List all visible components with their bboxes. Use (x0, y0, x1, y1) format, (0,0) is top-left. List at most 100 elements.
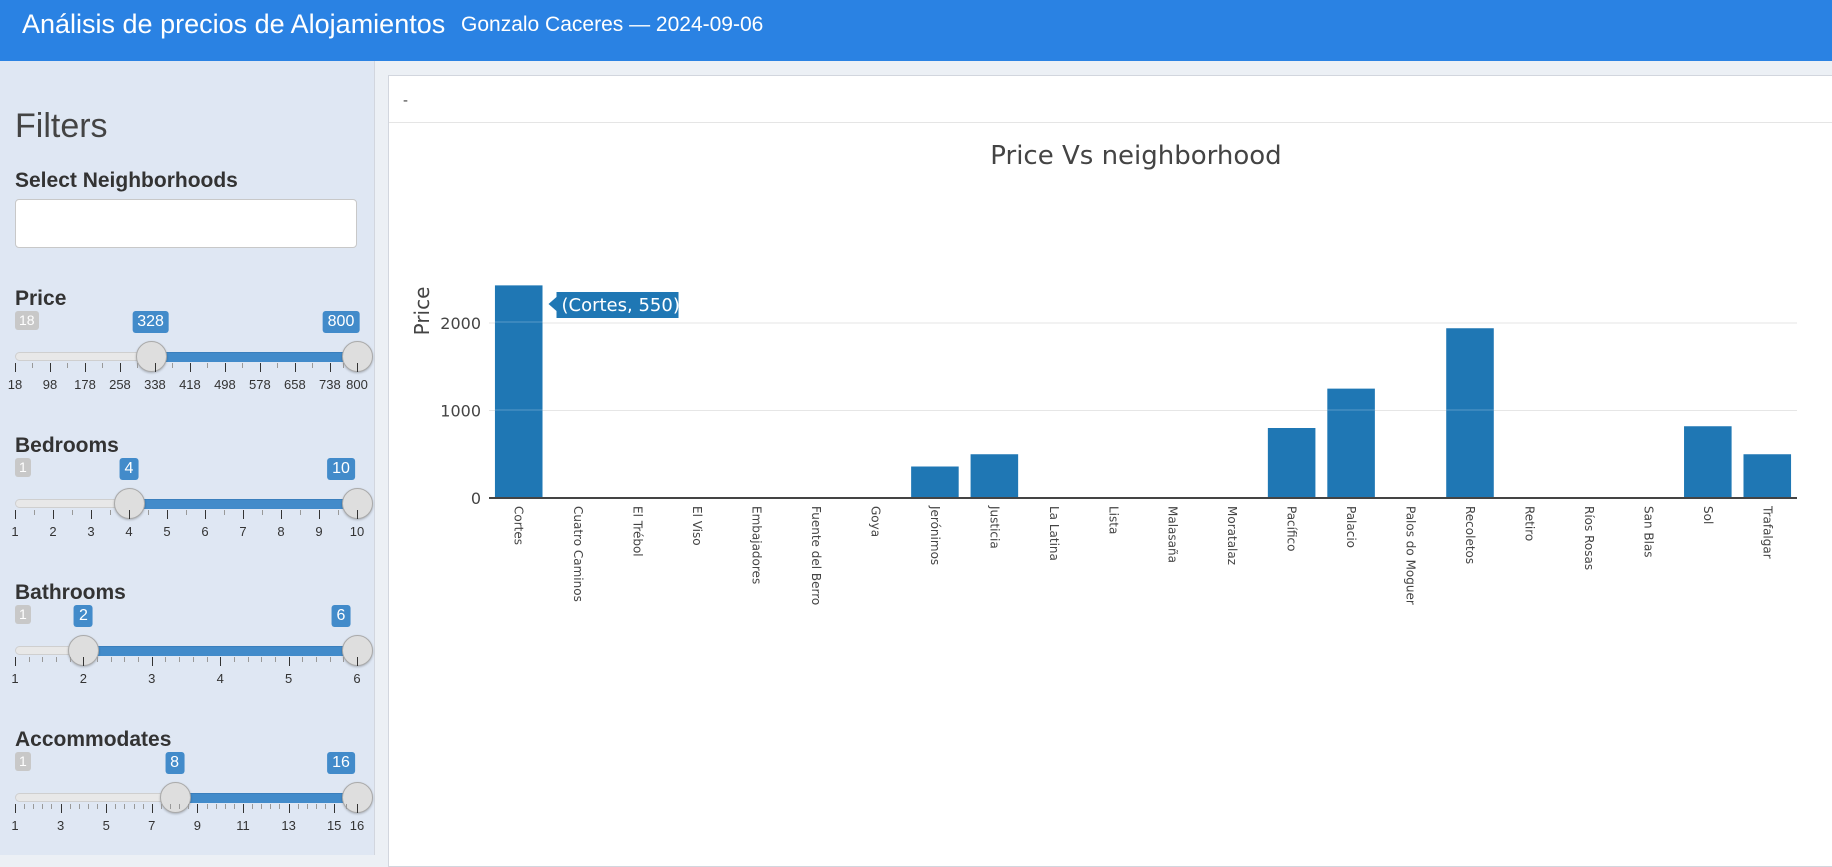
accommodates-tick-label: 1 (11, 818, 19, 833)
price-tick-label: 178 (74, 377, 96, 392)
accommodates-tick-label: 11 (236, 818, 250, 833)
chart-title: Price Vs neighborhood (990, 141, 1281, 171)
bedrooms-major-tick (91, 510, 92, 519)
bathrooms-tick-label: 4 (216, 671, 224, 686)
accommodates-minor-tick (33, 804, 35, 809)
bathrooms-tick-label: 3 (148, 671, 156, 686)
x-tick-label: Malasaña (1166, 506, 1180, 563)
price-major-tick (49, 363, 51, 372)
accommodates-minor-tick (97, 804, 99, 809)
bedrooms-minor-tick (34, 510, 35, 515)
neighborhoods-select[interactable] (15, 199, 357, 248)
price-minor-tick (172, 363, 174, 368)
tooltip-arrow (548, 297, 557, 311)
bedrooms-tick-label: 7 (239, 524, 247, 539)
price-major-tick (294, 363, 296, 372)
app-subtitle: Gonzalo Caceres — 2024-09-06 (461, 13, 764, 36)
bathrooms-minor-tick (247, 657, 249, 662)
bathrooms-from-value-label: 2 (73, 605, 93, 627)
price-from-handle[interactable] (135, 341, 167, 372)
price-label: Price (15, 287, 67, 310)
price-major-tick (15, 363, 16, 372)
accommodates-minor-tick (179, 804, 181, 809)
accommodates-minor-tick (51, 804, 53, 809)
price-minor-tick (207, 363, 209, 368)
bar (1684, 426, 1732, 498)
accommodates-major-tick (243, 804, 244, 813)
accommodates-major-tick (288, 804, 290, 813)
bedrooms-slider-ticks (15, 510, 358, 522)
accommodates-minor-tick (279, 804, 281, 809)
x-tick-label: La Latina (1047, 506, 1061, 561)
bathrooms-slider-ticks (15, 657, 358, 669)
bathrooms-minor-tick (42, 657, 44, 662)
bathrooms-minor-tick (97, 657, 99, 662)
accommodates-minor-tick (142, 804, 144, 809)
x-tick-label: El Viso (690, 506, 704, 546)
price-major-tick (329, 363, 331, 372)
box-title: - (403, 92, 408, 109)
accommodates-to-value-label: 16 (327, 752, 355, 774)
bar-chart[interactable]: Price Vs neighborhood Price 0 1000 2000 Co… (389, 123, 1831, 863)
price-minor-tick (277, 363, 279, 368)
bedrooms-major-tick (205, 510, 206, 519)
accommodates-minor-tick (188, 804, 190, 809)
price-from-value-label: 328 (132, 311, 169, 333)
price-minor-tick (312, 363, 314, 368)
bedrooms-tick-label: 4 (125, 524, 133, 539)
bathrooms-major-tick (357, 657, 358, 666)
bedrooms-tick-label: 6 (201, 524, 209, 539)
bedrooms-minor-tick (110, 510, 111, 515)
bedrooms-minor-tick (224, 510, 225, 515)
x-tick-label: Goya (868, 506, 882, 537)
accommodates-major-tick (15, 804, 16, 813)
price-tick-label: 338 (144, 377, 166, 392)
accommodates-major-tick (151, 804, 153, 813)
bathrooms-tick-label: 6 (353, 671, 361, 686)
tooltip-box (556, 292, 679, 318)
bathrooms-major-tick (15, 657, 16, 666)
bar (911, 466, 959, 498)
price-slider[interactable]: 18 328 800 18 98 178 258 338 418 498 578 658 738 800 (8, 311, 373, 403)
gridlines (489, 322, 1797, 411)
bedrooms-minor-tick (148, 510, 149, 515)
price-minor-tick (67, 363, 69, 368)
accommodates-minor-tick (325, 804, 327, 809)
accommodates-major-tick (60, 804, 62, 813)
bathrooms-slider[interactable]: 1 2 6 1 2 3 4 5 6 (11, 605, 373, 697)
accommodates-minor-tick (233, 804, 235, 809)
bedrooms-major-tick (129, 510, 130, 519)
accommodates-tick-label: 13 (281, 818, 296, 833)
bars (494, 285, 1792, 498)
accommodates-min-label: 1 (15, 752, 31, 771)
bar (970, 454, 1019, 498)
price-tick-label: 658 (284, 377, 306, 392)
price-tick-label: 98 (42, 377, 58, 392)
bathrooms-minor-tick (274, 657, 276, 662)
bathrooms-tick-label: 5 (284, 671, 293, 686)
bathrooms-minor-tick (138, 657, 140, 662)
bedrooms-major-tick (243, 510, 244, 519)
accommodates-from-handle[interactable] (159, 782, 191, 813)
x-tick-label: Jerónimos (928, 505, 942, 565)
x-tick-label: Trafalgar (1760, 505, 1774, 559)
bedrooms-minor-tick (300, 510, 301, 515)
bedrooms-major-tick (281, 510, 282, 519)
x-tick-label: Embajadores (750, 506, 764, 584)
x-tick-label: Fuente del Berro (809, 506, 823, 605)
accommodates-slider[interactable]: 1 8 16 1 3 5 7 9 11 13 15 16 (11, 752, 373, 844)
bathrooms-minor-tick (302, 657, 304, 662)
accommodates-from-value-label: 8 (165, 752, 185, 774)
bedrooms-slider[interactable]: 1 4 10 1 2 3 4 5 6 7 8 9 10 (11, 458, 373, 550)
x-tick-label: Cuatro Caminos (571, 506, 585, 602)
bathrooms-tick-label: 1 (11, 671, 19, 686)
bathrooms-major-tick (151, 657, 153, 666)
x-tick-label: Justicia (987, 505, 1001, 549)
y-tick-label: 2000 (440, 314, 481, 333)
bathrooms-min-label: 1 (15, 605, 31, 624)
price-minor-tick (102, 363, 104, 368)
accommodates-minor-tick (24, 804, 26, 809)
accommodates-tick-label: 16 (349, 818, 365, 833)
x-tick-label: Pacífico (1285, 506, 1299, 551)
bathrooms-minor-tick (124, 657, 126, 662)
